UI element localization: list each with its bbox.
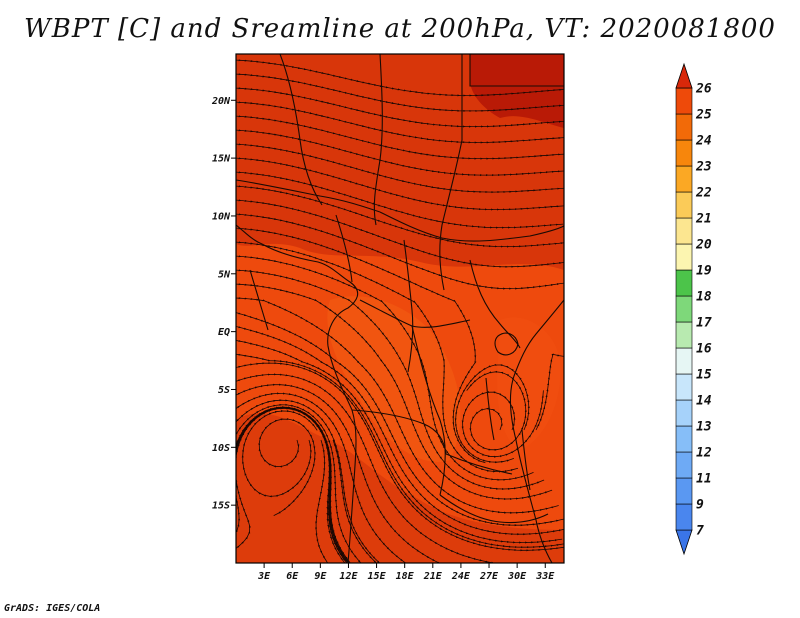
colorbar-label: 18 — [696, 290, 712, 305]
lon-tick-label: 15E — [368, 571, 387, 582]
west-africa-coastline — [236, 224, 359, 563]
colorbar-box — [675, 87, 693, 115]
lake-tanganyika — [485, 377, 495, 441]
colorbar-label: 7 — [696, 524, 704, 539]
lat-tick-label: 20N — [211, 96, 231, 107]
lon-tick-label: 6E — [286, 571, 299, 582]
streamline-vortex — [535, 353, 564, 431]
colorbar-box — [675, 477, 693, 505]
lake-victoria — [494, 332, 519, 356]
colorbar-box — [675, 191, 693, 219]
lon-tick-label: 12E — [339, 571, 358, 582]
longitude-axis: 3E 6E 9E 12E 15E 18E 21E 24E 27E 30E 33E — [257, 563, 555, 582]
lon-tick-label: 33E — [535, 571, 555, 582]
streamline-vortex — [315, 439, 328, 563]
colorbar-label: 15 — [696, 368, 712, 383]
colorbar-box — [675, 425, 693, 453]
colorbar-box — [675, 139, 693, 167]
colorbar-box — [675, 113, 693, 141]
lat-tick-label: 10S — [212, 443, 230, 454]
map-frame — [235, 53, 565, 564]
colorbar-box — [675, 269, 693, 297]
colorbar-label: 12 — [696, 446, 712, 461]
colorbar-label: 9 — [696, 498, 704, 513]
colorbar-box — [675, 321, 693, 349]
lon-tick-label: 9E — [314, 571, 327, 582]
grads-credit: GrADS: IGES/COLA — [4, 603, 101, 614]
lat-tick-label: 15N — [212, 154, 231, 165]
lat-tick-label: 10N — [212, 211, 231, 222]
colorbar-label: 11 — [696, 472, 712, 487]
border-m — [439, 494, 549, 524]
border-a — [279, 54, 323, 206]
country-borders — [236, 54, 564, 563]
streamline-vortex — [332, 439, 377, 563]
colorbar-label: 17 — [696, 316, 712, 331]
colorbar-min-arrow — [675, 529, 693, 556]
streamline — [236, 407, 346, 563]
colorbar-box — [675, 347, 693, 375]
east-africa-coastline — [509, 299, 564, 563]
colorbar-label: 25 — [695, 108, 712, 123]
border-c — [439, 54, 463, 291]
border-f — [335, 214, 353, 283]
lat-tick-label: EQ — [218, 327, 230, 338]
colorbar-label: 23 — [695, 160, 712, 175]
colorbar-label: 16 — [696, 342, 712, 357]
lon-tick-label: 18E — [396, 571, 415, 582]
colorbar-label: 19 — [696, 264, 712, 279]
border-b — [373, 54, 383, 226]
border-k — [351, 409, 447, 455]
colorbar-label: 14 — [696, 394, 712, 409]
colorbar-box — [675, 217, 693, 245]
lat-tick-label: 5S — [218, 385, 230, 396]
streamlines-layer — [236, 59, 564, 563]
lon-tick-label: 27E — [479, 571, 499, 582]
colorbar-label: 22 — [695, 186, 712, 201]
colorbar-label: 24 — [695, 134, 712, 149]
colorbar-box — [675, 373, 693, 401]
lat-tick-label: 5N — [218, 269, 231, 280]
colorbar-box — [675, 503, 693, 531]
colorbar-label: 21 — [695, 212, 712, 227]
colorbar-box — [675, 451, 693, 479]
colorbar: 7 9 11 12 13 14 15 16 17 18 19 20 21 22 23 24 25 26 — [675, 62, 712, 556]
border-o — [469, 54, 564, 87]
colorbar-box — [675, 243, 693, 271]
border-n — [249, 269, 269, 331]
colorbar-box — [675, 295, 693, 323]
border-j — [411, 325, 446, 496]
streamline-vortex — [241, 410, 318, 498]
latitude-axis: 20N 15N 10N 5N EQ 5S 10S 15S — [211, 96, 236, 512]
lon-tick-label: 24E — [451, 571, 471, 582]
colorbar-box — [675, 165, 693, 193]
colorbar-max-arrow — [675, 62, 693, 89]
border-l — [445, 453, 513, 475]
lon-tick-label: 21E — [423, 571, 443, 582]
colorbar-label: 26 — [695, 82, 712, 97]
border-g — [403, 239, 414, 373]
colorbar-box — [675, 399, 693, 427]
border-d — [236, 179, 381, 213]
chart-title: WBPT [C] and Sreamline at 200hPa, VT: 20… — [24, 14, 776, 44]
lake-malawi — [521, 429, 531, 491]
lat-tick-label: 15S — [212, 501, 230, 512]
colorbar-label: 13 — [696, 420, 712, 435]
border-e — [379, 211, 564, 242]
colorbar-label: 20 — [695, 238, 712, 253]
border-i — [469, 259, 521, 349]
streamline-vortex — [454, 363, 530, 464]
lon-tick-label: 30E — [507, 571, 527, 582]
lon-tick-label: 3E — [257, 571, 271, 582]
